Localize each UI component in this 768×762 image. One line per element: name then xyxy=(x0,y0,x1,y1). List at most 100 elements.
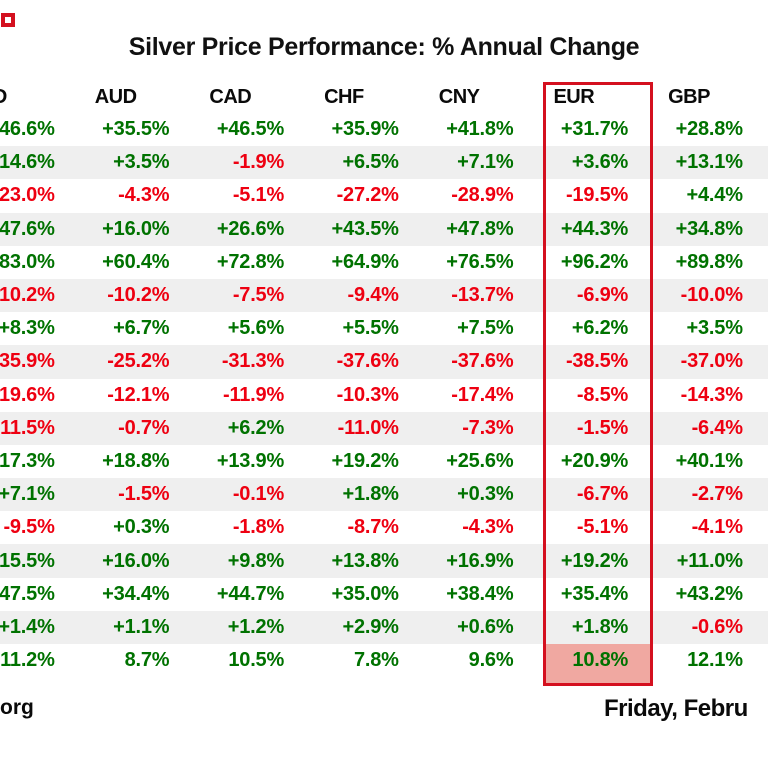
table-cell: +38.4% xyxy=(446,582,514,605)
table-cell: -8.7% xyxy=(347,516,399,539)
table-cell: -1.5% xyxy=(541,411,657,445)
table-cell: +0.6% xyxy=(426,610,542,644)
table-cell: -7.3% xyxy=(426,411,542,445)
table-cell: +6.2% xyxy=(571,317,629,340)
table-cell: -31.3% xyxy=(197,345,313,379)
table-cell: 10.2% xyxy=(0,278,83,313)
table-cell: -0.7% xyxy=(82,411,198,445)
table-cell: -4.3% xyxy=(462,516,514,539)
table-cell: +19.2% xyxy=(331,449,399,472)
column-header-aud: AUD xyxy=(94,86,137,108)
table-cell: +25.6% xyxy=(446,449,514,472)
table-cell: +46.5% xyxy=(216,118,285,141)
table-cell: +5.5% xyxy=(342,317,399,340)
table-cell: -12.1% xyxy=(107,383,170,406)
table-cell: +20.9% xyxy=(560,449,629,472)
table-cell: 23.0% xyxy=(0,184,55,207)
table-cell: +76.5% xyxy=(446,250,514,273)
table-cell: 14.6% xyxy=(0,146,83,180)
table-cell: 9.6% xyxy=(468,649,514,672)
table-cell: -6.4% xyxy=(656,411,768,445)
table-cell: +64.9% xyxy=(331,250,399,273)
table-cell: +35.4% xyxy=(560,582,629,605)
table-cell: +3.5% xyxy=(82,146,198,180)
column-header-eur: EUR xyxy=(553,86,595,108)
table-cell: 8.7% xyxy=(124,649,170,672)
table-cell: +6.7% xyxy=(113,317,170,340)
table-cell: -11.0% xyxy=(312,411,427,445)
table-cell: 12.1% xyxy=(687,649,743,672)
table-cell: +40.1% xyxy=(675,449,743,472)
table-cell: +2.9% xyxy=(312,610,427,644)
table-cell: +35.9% xyxy=(331,118,399,141)
table-cell: +3.5% xyxy=(686,317,743,340)
table-cell: +34.8% xyxy=(656,212,768,246)
table-cell: +47.8% xyxy=(426,212,542,246)
table-cell: +11.0% xyxy=(656,544,768,578)
table-cell: +7.1% xyxy=(0,478,83,512)
table-cell: +89.8% xyxy=(675,250,743,273)
table-cell: +0.3% xyxy=(426,478,542,512)
table-cell: 19.6% xyxy=(0,383,55,406)
table-cell: -37.0% xyxy=(656,345,768,379)
chart-title: Silver Price Performance: % Annual Chang… xyxy=(128,33,640,61)
column-header-sd: SD xyxy=(0,84,83,111)
table-cell: -5.1% xyxy=(576,516,629,539)
table-cell: +7.1% xyxy=(426,146,542,180)
table-cell: +44.7% xyxy=(216,582,285,605)
table-cell: +1.8% xyxy=(312,478,427,512)
table-cell: -0.1% xyxy=(197,478,313,512)
table-cell: +5.6% xyxy=(227,317,285,340)
eur-current-value-highlight xyxy=(546,644,650,684)
table-cell: +4.4% xyxy=(686,184,743,207)
table-cell: +16.0% xyxy=(82,212,198,246)
table-cell: +0.3% xyxy=(113,516,170,539)
table-cell: +43.5% xyxy=(312,212,427,246)
table-cell: +6.2% xyxy=(197,411,313,445)
table-cell: 17.3% xyxy=(0,449,55,472)
table-cell: +8.3% xyxy=(0,317,55,340)
table-cell: -14.3% xyxy=(680,383,743,406)
table-cell: -10.0% xyxy=(656,278,768,313)
table-cell: -10.3% xyxy=(336,383,399,406)
table-cell: +1.4% xyxy=(0,610,83,644)
table-cell: +7.5% xyxy=(457,317,514,340)
table-cell: 10.8% xyxy=(572,649,629,672)
table-cell: -37.6% xyxy=(312,345,427,379)
table-cell: -1.9% xyxy=(197,146,313,180)
table-cell: +16.9% xyxy=(426,544,542,578)
table-cell: -8.5% xyxy=(576,383,629,406)
table-cell: +26.6% xyxy=(197,212,313,246)
table-cell: +60.4% xyxy=(102,250,170,273)
eur-column-highlight-box xyxy=(543,82,653,686)
currency-header-row: SD AUD CAD CHF CNY EUR GBP xyxy=(0,84,768,111)
table-cell: -13.7% xyxy=(426,278,542,313)
table-cell: +19.2% xyxy=(541,544,657,578)
table-cell: -28.9% xyxy=(451,184,514,207)
table-cell: -9.4% xyxy=(312,278,427,313)
table-cell: -7.5% xyxy=(197,278,313,313)
table-cell: -2.7% xyxy=(656,478,768,512)
table-cell: -5.1% xyxy=(232,184,285,207)
column-header-cny: CNY xyxy=(438,86,480,108)
table-cell: +44.3% xyxy=(541,212,657,246)
table-cell: -37.6% xyxy=(426,345,542,379)
table-cell: -1.8% xyxy=(232,516,285,539)
table-cell: -25.2% xyxy=(82,345,198,379)
table-cell: +35.0% xyxy=(331,582,399,605)
table-cell: -38.5% xyxy=(541,345,657,379)
table-cell: -27.2% xyxy=(336,184,399,207)
table-cell: +18.8% xyxy=(102,449,170,472)
table-cell: -4.1% xyxy=(691,516,743,539)
column-header-gbp: GBP xyxy=(668,86,710,108)
cropped-highlight-mark xyxy=(1,13,15,27)
table-cell: 83.0% xyxy=(0,250,55,273)
table-cell: 7.8% xyxy=(353,649,399,672)
column-header-cad: CAD xyxy=(209,86,252,108)
table-cell: 11.2% xyxy=(0,649,55,672)
table-cell: -11.9% xyxy=(222,383,285,406)
table-cell: -19.5% xyxy=(565,184,629,207)
table-cell: +96.2% xyxy=(560,250,629,273)
table-cell: +1.8% xyxy=(541,610,657,644)
table-cell: -6.9% xyxy=(541,278,657,313)
